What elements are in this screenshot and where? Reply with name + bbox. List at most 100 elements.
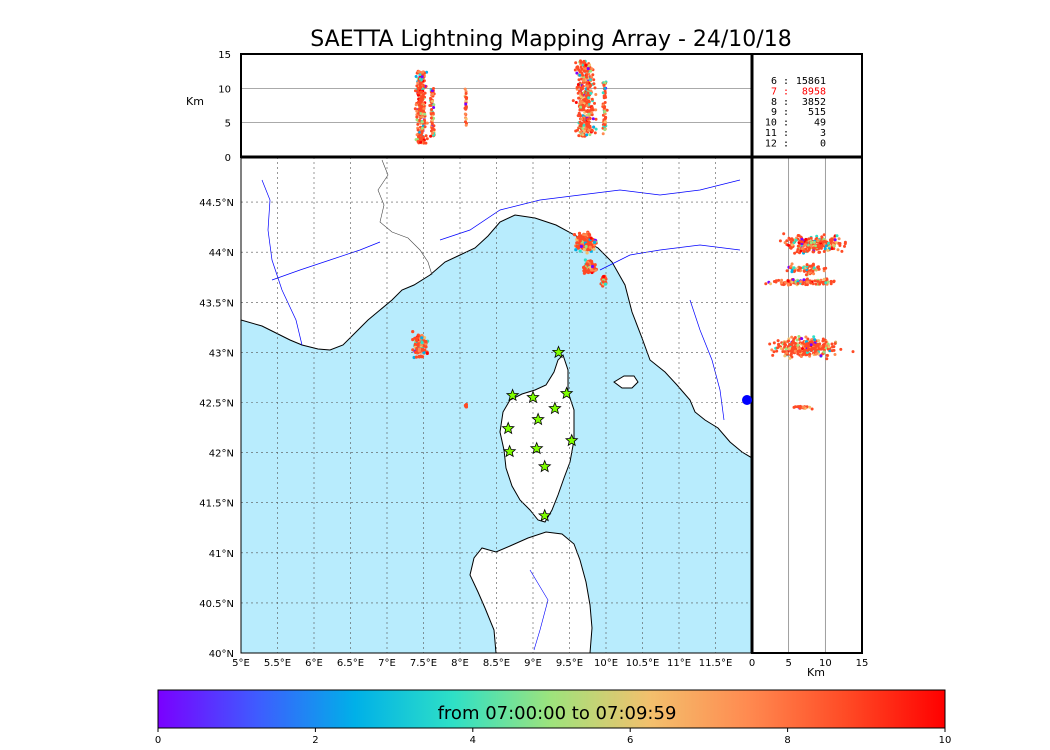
altitude-source-point [422,107,426,111]
lightning-source-point [464,405,468,409]
altitude-source-point [585,100,589,104]
lat-altitude-source-point [798,349,802,353]
lat-altitude-source-point [801,247,804,250]
altitude-source-point [576,114,580,118]
altitude-source-point [586,109,590,112]
lma-station-star [548,401,562,415]
map-x-tick-label: 6.5°E [337,658,364,669]
map-y-tick-label: 41°N [209,549,234,560]
altitude-source-point [585,73,589,77]
altitude-y-ticks: 0 5 10 15 [218,50,231,164]
altitude-source-point [603,94,607,98]
altitude-source-point [579,114,582,118]
altitude-tick-label: 5 [225,119,231,130]
altitude-source-point [582,59,586,63]
altitude-source-point [420,95,424,99]
map-lightning-sources [411,230,608,409]
stat-value: 3852 [802,97,826,108]
stat-label: 6 : [771,76,789,87]
lightning-source-point [411,330,415,334]
colorbar-ticks: 0 2 4 6 8 10 [155,728,951,746]
colorbar-bar [157,689,946,729]
map-x-tick-label: 10.5°E [626,658,660,669]
altitude-source-point [580,108,584,112]
colorbar-tick-label: 2 [312,735,318,746]
lma-station-star [559,386,574,400]
altitude-source-point [464,92,468,95]
lightning-source-point [587,232,591,236]
lat-altitude-source-point [839,347,843,351]
lat-altitude-source-point [843,244,846,248]
lat-altitude-source-point [790,243,794,247]
lat-altitude-source-point [799,280,803,284]
lat-altitude-source-point [840,249,844,253]
altitude-source-point [603,128,607,132]
lat-altitude-source-point [797,335,801,338]
altitude-tick-label: 10 [218,84,231,95]
altitude-source-point [423,118,427,122]
lat-altitude-source-point [817,265,820,269]
map-x-tick-label: 5°E [232,658,250,669]
mainland-italy-france [241,157,752,459]
altitude-source-point [582,123,586,127]
lat-altitude-source-point [777,278,781,282]
lat-altitude-source-point [799,249,803,253]
lat-altitude-source-point [806,249,809,253]
lat-altitude-source-point [831,243,835,247]
altitude-source-point [579,65,583,69]
altitude-source-point [577,134,581,138]
lat-altitude-source-point [813,350,817,354]
lma-station-star [501,421,515,435]
lat-altitude-source-point [804,344,808,348]
river-tiber [689,299,725,421]
altitude-source-point [586,67,590,71]
lat-altitude-source-point [769,282,772,286]
altitude-source-point [576,67,580,71]
lma-station-star [505,388,520,402]
lat-altitude-source-point [811,269,815,273]
lat-altitude-source-point [804,273,808,277]
lat-altitude-source-point [771,353,775,357]
altitude-source-point [418,82,422,86]
altitude-source-point [603,87,607,90]
altitude-source-point [585,104,589,108]
lat-altitude-source-point [764,282,768,286]
lat-altitude-source-point [822,240,826,244]
lat-altitude-source-point [779,346,783,350]
lat-altitude-source-point [806,280,810,284]
altitude-source-point [579,130,583,134]
lat-altitude-source-point [787,236,791,240]
stat-label: 10 : [765,118,789,129]
altitude-source-point [583,127,587,131]
altitude-source-point [416,140,420,143]
altitude-source-point [584,63,588,67]
lat-altitude-source-point [798,406,802,410]
lat-altitude-source-point [795,338,799,342]
lightning-source-point [420,341,424,345]
lat-altitude-source-point [822,277,826,281]
figure-title: SAETTA Lightning Mapping Array - 24/10/1… [310,27,791,52]
lat-altitude-source-point [775,349,779,353]
lat-altitude-source-point [784,347,788,351]
lightning-source-point [411,338,415,342]
altitude-source-point [428,104,432,107]
altitude-source-point [580,77,583,81]
altitude-source-point [416,93,420,97]
altitude-source-point [593,131,597,135]
lat-altitude-source-point [772,341,776,345]
lat-altitude-source-point [830,247,834,251]
lat-altitude-source-point [789,240,793,244]
side-tick-label: 0 [749,658,755,669]
lat-altitude-source-point [822,250,826,253]
altitude-source-point [579,60,583,64]
altitude-source-point [593,86,597,90]
altitude-source-point [576,83,580,86]
map-x-tick-label: 8.5°E [483,658,510,669]
altitude-source-point [430,108,434,111]
lat-altitude-source-point [828,349,832,353]
lat-altitude-source-point [788,347,792,350]
lightning-source-point [575,244,579,248]
altitude-source-point [581,127,585,130]
lightning-source-point [578,249,582,253]
lat-altitude-source-point [802,269,806,273]
